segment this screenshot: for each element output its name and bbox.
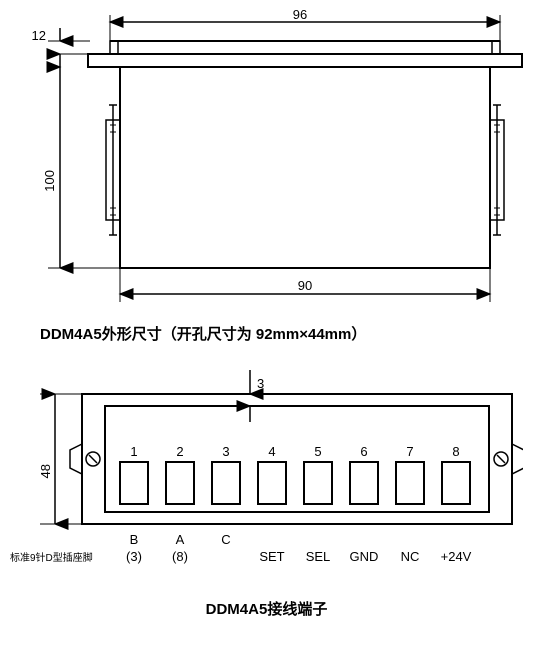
terminal-label2-5: GND [350, 549, 379, 564]
terminal-label1-1: A [176, 532, 185, 547]
caption-2: DDM4A5接线端子 [10, 598, 523, 619]
terminal-1 [120, 462, 148, 504]
top-diagram-svg: 96 12 100 90 [10, 10, 523, 315]
terminal-8 [442, 462, 470, 504]
terminal-num-5: 5 [314, 444, 321, 459]
terminal-label1-2: C [221, 532, 230, 547]
terminal-label2-6: NC [401, 549, 420, 564]
dim-text-3: 3 [257, 376, 264, 391]
terminal-5 [304, 462, 332, 504]
terminal-label2-3: SET [259, 549, 284, 564]
caption2-model: DDM4A5 [206, 601, 268, 618]
terminal-label2-0: (3) [126, 549, 142, 564]
bottom-diagram-svg: 3 48 1 2 3 4 5 6 7 8 B (3) A (8) C SET SEL GND NC +24V 标准… [10, 364, 523, 594]
right-clip [490, 105, 504, 235]
caption1-text1: 外形尺寸（开孔尺寸为 [102, 326, 252, 343]
caption1-text2: ） [351, 326, 366, 343]
bottom-terminal-diagram: 3 48 1 2 3 4 5 6 7 8 B (3) A (8) C SET SEL GND NC +24V 标准… [10, 364, 523, 594]
caption2-text: 接线端子 [267, 601, 327, 618]
top-dimension-diagram: 96 12 100 90 [10, 10, 523, 315]
terminal-7 [396, 462, 424, 504]
dim-text-90: 90 [298, 278, 312, 293]
terminal-label1-0: B [130, 532, 139, 547]
caption1-model: DDM4A5 [40, 326, 102, 343]
terminals: 1 2 3 4 5 6 7 8 [120, 444, 470, 504]
terminal-6 [350, 462, 378, 504]
terminal-2 [166, 462, 194, 504]
side-connector-label: 标准9针D型插座脚 [10, 551, 93, 564]
dim-text-100: 100 [42, 170, 57, 192]
terminal-num-4: 4 [268, 444, 275, 459]
terminal-3 [212, 462, 240, 504]
dim-text-12: 12 [32, 28, 46, 43]
terminal-num-7: 7 [406, 444, 413, 459]
terminal-label2-4: SEL [306, 549, 331, 564]
terminal-num-1: 1 [130, 444, 137, 459]
left-clip [106, 105, 120, 235]
terminal-num-3: 3 [222, 444, 229, 459]
dim-text-96: 96 [293, 10, 307, 22]
dim-text-48: 48 [38, 464, 53, 478]
terminal-num-6: 6 [360, 444, 367, 459]
caption1-dims: 92mm×44mm [256, 326, 351, 343]
terminal-label2-1: (8) [172, 549, 188, 564]
terminal-num-2: 2 [176, 444, 183, 459]
terminal-label2-7: +24V [441, 549, 472, 564]
caption-1: DDM4A5外形尺寸（开孔尺寸为 92mm×44mm） [40, 323, 523, 344]
terminal-num-8: 8 [452, 444, 459, 459]
terminal-4 [258, 462, 286, 504]
